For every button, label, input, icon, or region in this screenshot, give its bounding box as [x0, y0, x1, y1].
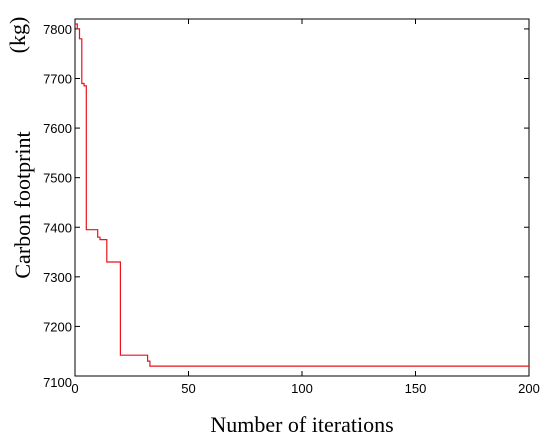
y-tick-label: 7500	[43, 171, 72, 186]
y-tick-label: 7300	[43, 270, 72, 285]
x-tick-label: 100	[291, 381, 313, 396]
x-tick-label: 150	[405, 381, 427, 396]
x-axis-ticks: 0 50 100 150 200	[71, 19, 540, 396]
plot-frame	[74, 18, 530, 377]
x-tick-label: 200	[518, 381, 540, 396]
y-tick-label: 7200	[43, 319, 72, 334]
y-tick-label: 7100	[43, 375, 72, 390]
series-group	[75, 23, 529, 367]
y-tick-label: 7600	[43, 121, 72, 136]
x-tick-label: 50	[181, 381, 195, 396]
y-tick-label: 7700	[43, 72, 72, 87]
y-tick-label: 7800	[43, 22, 72, 37]
y-axis-unit: (kg)	[5, 17, 30, 54]
x-axis-label: Number of iterations	[210, 412, 393, 437]
x-tick-label: 0	[71, 381, 78, 396]
y-tick-label: 7400	[43, 220, 72, 235]
series-line	[75, 23, 529, 367]
y-axis-label: Carbon footprint	[10, 131, 35, 278]
y-axis-ticks: 7100 7200 7300 7400 7500 7600 7700 7800	[43, 22, 529, 390]
